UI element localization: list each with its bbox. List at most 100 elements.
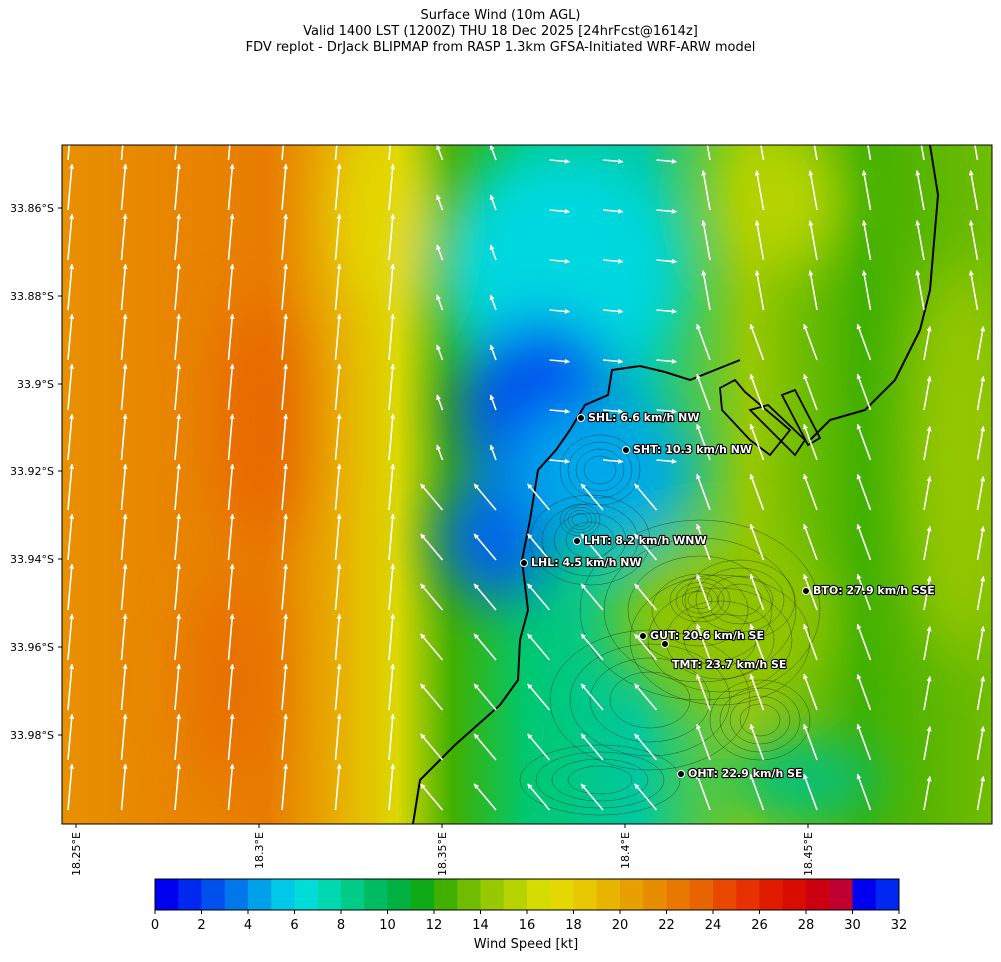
wind-arrow — [696, 723, 711, 761]
wind-arrow — [634, 583, 658, 611]
wind-arrow — [67, 213, 75, 261]
wind-arrow — [281, 163, 289, 211]
wind-arrow — [803, 473, 818, 511]
wind-arrow — [420, 683, 444, 711]
wind-arrow — [174, 213, 182, 261]
wind-arrow — [749, 423, 765, 461]
wind-arrow — [656, 308, 677, 314]
wind-arrow — [634, 633, 658, 661]
wind-arrow — [334, 363, 342, 411]
wind-arrow — [803, 323, 818, 361]
wind-arrow — [856, 773, 872, 811]
wind-arrow — [634, 733, 658, 761]
wind-arrow — [602, 458, 624, 464]
wind-arrow — [856, 323, 872, 361]
coastline-east — [809, 145, 940, 441]
wind-arrow — [803, 523, 818, 561]
wind-arrow — [580, 683, 604, 711]
wind-arrow — [120, 513, 128, 561]
wind-arrow — [436, 145, 444, 161]
wind-arrow — [120, 413, 128, 461]
wind-arrow — [549, 308, 570, 314]
wind-arrow — [527, 483, 551, 511]
contour-line — [535, 751, 665, 809]
wind-arrow — [968, 220, 979, 261]
colorbar-bin — [596, 879, 621, 910]
wind-arrow — [856, 373, 872, 411]
colorbar-bin — [875, 879, 900, 910]
colorbar-bin — [503, 879, 528, 910]
wind-arrow — [388, 163, 396, 211]
wind-arrow — [803, 773, 818, 811]
colorbar-bin — [224, 879, 249, 910]
lat-tick-label: 33.96°S — [10, 641, 54, 654]
lat-tick-label: 33.88°S — [10, 290, 54, 303]
wind-arrow — [489, 145, 497, 161]
wind-arrow — [602, 308, 624, 314]
contour-line — [519, 744, 681, 816]
lat-tick-label: 33.98°S — [10, 729, 54, 742]
colorbar-bin — [829, 879, 853, 910]
colorbar-tick-label: 14 — [472, 918, 489, 933]
wind-arrow — [923, 526, 932, 561]
wind-arrow — [334, 713, 342, 761]
map-frame — [61, 144, 993, 825]
wind-arrow — [334, 213, 342, 261]
contour-line — [549, 629, 751, 771]
wind-arrow — [281, 313, 289, 361]
colorbar-tick-label: 0 — [151, 918, 159, 933]
wind-arrow — [388, 513, 396, 561]
wind-arrow — [473, 533, 497, 561]
wind-arrow — [580, 533, 604, 561]
wind-arrow — [549, 458, 570, 464]
wind-arrow — [867, 145, 872, 161]
station-label-lht: LHT: 8.2 km/h WNW — [584, 534, 707, 547]
station-marker-sht — [622, 446, 630, 454]
wind-arrow — [602, 358, 624, 364]
wind-arrow — [976, 576, 986, 611]
wind-arrow — [808, 170, 818, 211]
wind-arrow — [120, 613, 128, 661]
wind-arrow — [227, 413, 235, 461]
wind-arrow — [174, 613, 182, 661]
wind-arrow — [174, 145, 178, 161]
contour-line — [569, 643, 731, 757]
wind-arrow — [856, 473, 872, 511]
colorbar-tick-label: 6 — [290, 918, 298, 933]
wind-arrow — [706, 145, 711, 161]
contour-line — [559, 434, 641, 506]
wind-arrow — [388, 363, 396, 411]
wind-arrow — [174, 413, 182, 461]
contour-line — [687, 590, 713, 610]
wind-arrow — [976, 476, 986, 511]
wind-arrow — [473, 483, 497, 511]
wind-arrow — [174, 513, 182, 561]
wind-arrow — [749, 573, 765, 611]
wind-arrow — [120, 763, 128, 811]
wind-arrow — [420, 533, 444, 561]
contour-line — [665, 600, 775, 680]
station-label-tmt: TMT: 23.7 km/h SE — [672, 658, 786, 671]
wind-arrow — [696, 673, 711, 711]
wind-arrow — [856, 573, 872, 611]
colorbar-bin — [689, 879, 714, 910]
wind-arrow — [580, 483, 604, 511]
wind-arrow — [281, 613, 289, 661]
wind-arrow — [923, 326, 932, 361]
title-line-3: FDV replot - DrJack BLIPMAP from RASP 1.… — [245, 40, 756, 55]
wind-arrow — [527, 733, 551, 761]
contour-line — [563, 506, 597, 534]
weather-stations: SHL: 6.6 km/h NW SHT: 10.3 km/h NW LHT: 8.… — [520, 410, 936, 781]
wind-arrow — [227, 613, 235, 661]
wind-arrow — [915, 170, 925, 211]
wind-arrow — [227, 213, 235, 261]
wind-arrow — [334, 413, 342, 461]
colorbar-bin — [201, 879, 226, 910]
wind-arrow — [420, 783, 444, 811]
wind-arrow — [976, 426, 986, 461]
wind-arrow — [856, 523, 872, 561]
colorbar-tick-label: 10 — [379, 918, 396, 933]
wind-arrow — [976, 626, 986, 661]
colorbar-tick-label: 26 — [751, 918, 768, 933]
colorbar-bin — [620, 879, 644, 910]
